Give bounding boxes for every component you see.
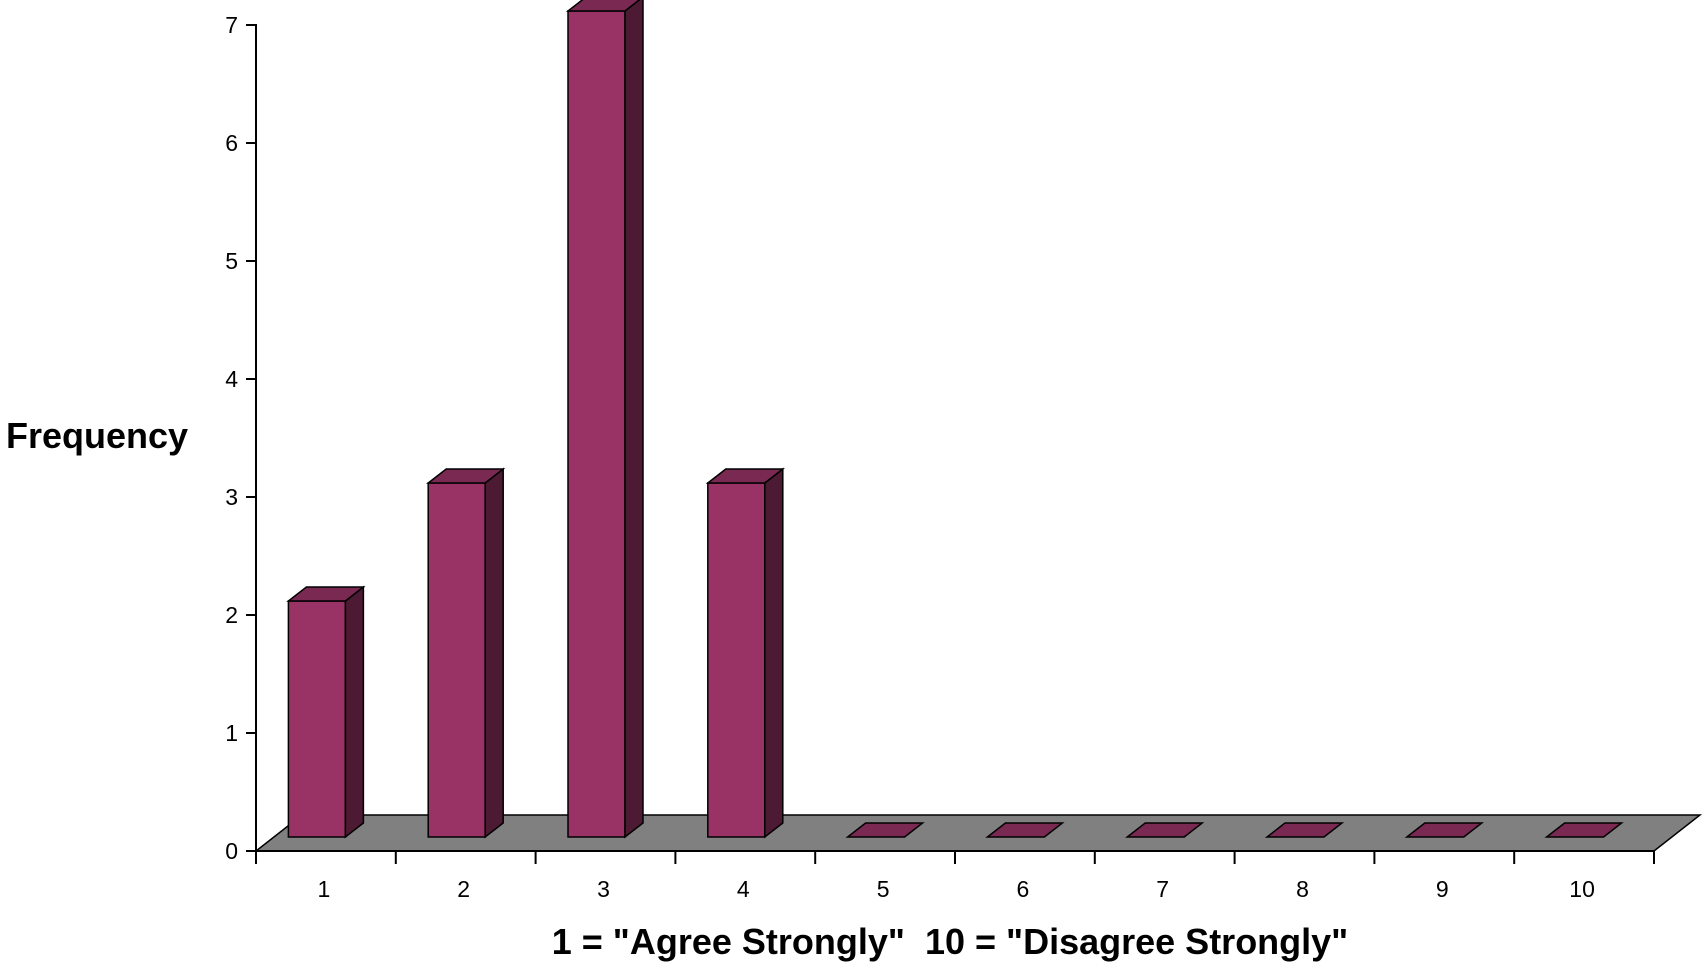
bar-front <box>567 10 626 838</box>
bar-top <box>705 468 785 484</box>
bar-top <box>565 0 641 12</box>
bar-side <box>484 467 504 839</box>
bar-front <box>427 482 486 838</box>
y-tick-label: 3 <box>225 484 238 510</box>
bar <box>845 822 925 838</box>
bar-top <box>1125 822 1205 838</box>
x-tick-label: 7 <box>1156 876 1169 902</box>
bar <box>1404 822 1484 838</box>
y-tick-label: 2 <box>225 602 238 628</box>
bar-top <box>1264 822 1345 838</box>
x-tick-label: 8 <box>1296 876 1309 902</box>
bar <box>286 585 366 839</box>
bar-top <box>286 586 366 602</box>
y-tick-label: 5 <box>225 248 238 274</box>
y-tick-label: 0 <box>225 838 238 864</box>
bar-front <box>707 482 766 838</box>
x-tick-label: 2 <box>457 876 470 902</box>
bar <box>1264 822 1345 838</box>
bar-side <box>624 0 644 839</box>
x-tick-label: 9 <box>1436 876 1449 902</box>
bar-top <box>1404 822 1484 838</box>
y-tick-label: 7 <box>225 12 238 38</box>
bar-top <box>1544 822 1624 838</box>
x-tick-label: 4 <box>737 876 750 902</box>
x-tick-label: 1 <box>318 876 331 902</box>
bar <box>1544 822 1624 838</box>
bar <box>985 822 1065 838</box>
bar-side <box>344 585 365 839</box>
chart-bars <box>286 0 1624 839</box>
y-axis-title: Frequency <box>6 415 188 456</box>
bar-side <box>764 467 784 839</box>
x-axis-title: 1 = "Agree Strongly" 10 = "Disagree Stro… <box>552 921 1349 962</box>
x-tick-label: 5 <box>877 876 890 902</box>
bar-top <box>985 822 1065 838</box>
x-tick-label: 6 <box>1017 876 1030 902</box>
x-tick-label: 3 <box>597 876 610 902</box>
bar <box>426 467 506 839</box>
bar <box>565 0 644 839</box>
bar-top <box>426 468 506 484</box>
y-tick-label: 4 <box>225 366 238 392</box>
chart-axes <box>246 24 1655 864</box>
y-tick-label: 1 <box>225 720 238 746</box>
bar-top <box>845 822 925 838</box>
x-tick-label: 10 <box>1569 876 1595 902</box>
chart-tick-labels: 0 1 2 3 4 5 6 7 1 2 3 4 5 6 7 8 9 10 <box>225 12 1595 902</box>
bar <box>1125 822 1205 838</box>
bar <box>705 467 785 839</box>
y-tick-label: 6 <box>225 130 238 156</box>
bar-front <box>287 600 347 838</box>
